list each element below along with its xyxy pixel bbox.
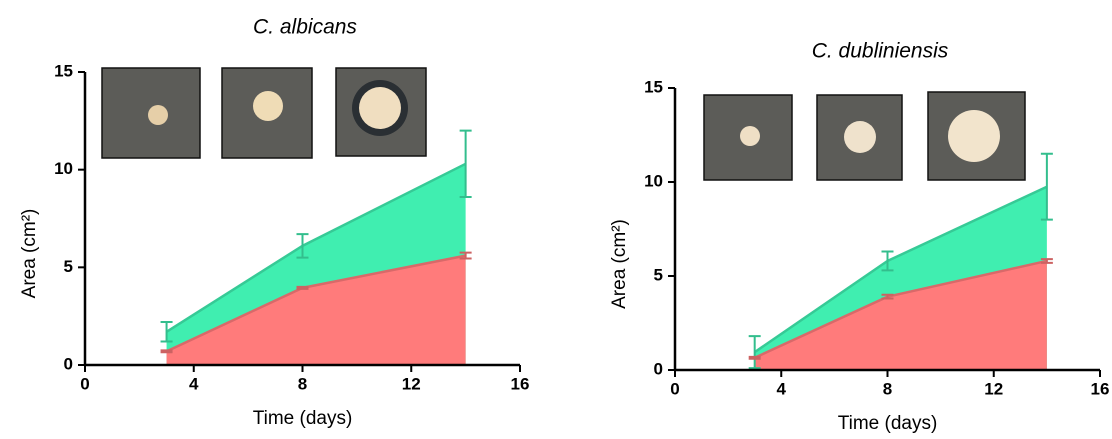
colony [253, 91, 283, 121]
error-bar [161, 350, 173, 352]
y-axis-label: Area (cm²) [609, 219, 630, 309]
colony [844, 121, 876, 153]
colony [948, 110, 1000, 162]
error-bar [749, 357, 761, 359]
y-tick-label: 0 [654, 359, 663, 378]
chart-title: C. albicans [253, 16, 357, 39]
colony [148, 105, 168, 125]
x-tick-label: 0 [670, 379, 679, 398]
y-tick-label: 10 [644, 171, 663, 190]
figure: 0 5 10 15 0 4 8 12 16 C. albicans Time (days) Area … [0, 0, 1112, 434]
colony [359, 87, 401, 129]
x-tick-label: 12 [402, 374, 421, 393]
colony [740, 126, 760, 146]
y-tick-label: 0 [64, 354, 73, 373]
x-tick-label: 4 [189, 374, 199, 393]
x-tick-label: 4 [777, 379, 787, 398]
x-axis-label: Time (days) [838, 413, 938, 434]
thumbnails [102, 68, 1025, 180]
y-tick-label: 15 [54, 61, 73, 80]
y-axis-label: Area (cm²) [19, 209, 40, 299]
x-tick-label: 0 [80, 374, 89, 393]
y-tick-label: 5 [64, 257, 73, 276]
x-tick-label: 8 [883, 379, 892, 398]
error-bar [297, 287, 309, 289]
chart-title: C. dubliniensis [812, 40, 949, 63]
x-tick-label: 16 [1091, 379, 1110, 398]
y-tick-label: 10 [54, 159, 73, 178]
x-tick-label: 16 [511, 374, 530, 393]
y-tick-label: 5 [654, 265, 663, 284]
x-tick-label: 8 [298, 374, 307, 393]
x-axis-label: Time (days) [253, 408, 353, 429]
x-tick-label: 12 [984, 379, 1003, 398]
y-tick-label: 15 [644, 77, 663, 96]
